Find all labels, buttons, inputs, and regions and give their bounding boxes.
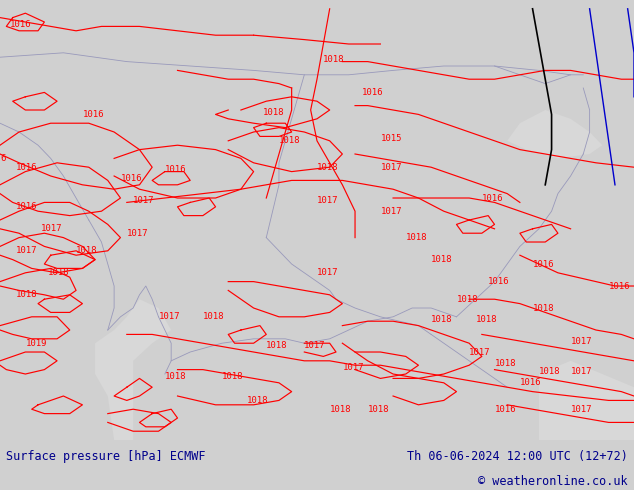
- Text: 1018: 1018: [317, 163, 339, 172]
- Text: 1016: 1016: [82, 110, 104, 119]
- Text: 1018: 1018: [247, 396, 269, 405]
- Text: 1016: 1016: [609, 282, 630, 291]
- Text: 1018: 1018: [406, 233, 427, 242]
- Text: 1018: 1018: [495, 359, 516, 368]
- Text: 1018: 1018: [368, 405, 389, 414]
- Text: 1018: 1018: [456, 294, 478, 304]
- Text: 6: 6: [0, 154, 5, 163]
- Text: 1016: 1016: [165, 165, 186, 174]
- Text: 1016: 1016: [361, 88, 383, 97]
- Text: 1016: 1016: [10, 20, 31, 29]
- Text: 1018: 1018: [476, 315, 497, 323]
- Polygon shape: [539, 361, 634, 440]
- Text: 1017: 1017: [127, 229, 148, 238]
- Text: 1016: 1016: [482, 194, 503, 202]
- Text: 1018: 1018: [76, 246, 98, 255]
- Text: 1018: 1018: [330, 405, 351, 414]
- Text: 1016: 1016: [16, 163, 37, 172]
- Text: 1018: 1018: [16, 290, 37, 299]
- Text: 1017: 1017: [380, 207, 402, 216]
- Text: 1017: 1017: [380, 163, 402, 172]
- Text: 1016: 1016: [533, 260, 554, 269]
- Text: 1018: 1018: [539, 368, 560, 376]
- Text: 1017: 1017: [317, 196, 339, 205]
- Text: 1018: 1018: [266, 341, 288, 350]
- Text: 1016: 1016: [488, 277, 510, 286]
- Text: 1018: 1018: [48, 269, 69, 277]
- Text: 1018: 1018: [431, 315, 453, 323]
- Text: 1017: 1017: [571, 405, 592, 414]
- Text: 1018: 1018: [323, 55, 345, 64]
- Text: 1018: 1018: [533, 303, 554, 313]
- Text: 1017: 1017: [317, 269, 339, 277]
- Text: 1017: 1017: [133, 196, 155, 205]
- Text: 1018: 1018: [222, 372, 243, 381]
- Text: 1016: 1016: [495, 405, 516, 414]
- Text: 1017: 1017: [571, 337, 592, 345]
- Text: 1016: 1016: [16, 202, 37, 211]
- Text: Surface pressure [hPa] ECMWF: Surface pressure [hPa] ECMWF: [6, 449, 206, 463]
- Text: 1018: 1018: [203, 312, 224, 321]
- Text: 1017: 1017: [41, 224, 63, 233]
- Text: 1015: 1015: [380, 134, 402, 143]
- Text: 1016: 1016: [120, 174, 142, 183]
- Text: 1017: 1017: [571, 368, 592, 376]
- Text: 1018: 1018: [165, 372, 186, 381]
- Text: 1018: 1018: [431, 255, 453, 264]
- Text: 1017: 1017: [16, 246, 37, 255]
- Text: 1017: 1017: [469, 347, 491, 357]
- Text: 1019: 1019: [25, 339, 47, 348]
- Text: 1018: 1018: [263, 108, 285, 117]
- Polygon shape: [95, 299, 171, 440]
- Text: 1017: 1017: [342, 363, 364, 372]
- Text: 1016: 1016: [520, 378, 541, 387]
- Text: 1018: 1018: [279, 136, 301, 146]
- Text: 1017: 1017: [304, 341, 326, 350]
- Text: Th 06-06-2024 12:00 UTC (12+72): Th 06-06-2024 12:00 UTC (12+72): [407, 449, 628, 463]
- Text: 1017: 1017: [158, 312, 180, 321]
- Text: © weatheronline.co.uk: © weatheronline.co.uk: [478, 474, 628, 488]
- Polygon shape: [507, 110, 602, 158]
